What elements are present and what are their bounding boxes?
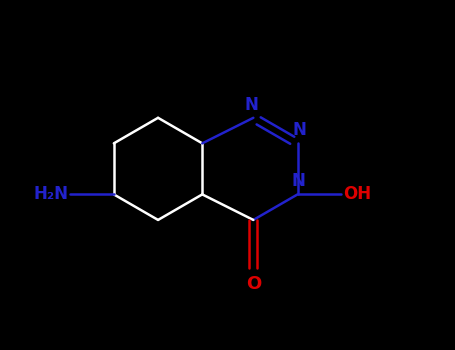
Text: N: N [293, 121, 307, 139]
Text: N: N [244, 96, 258, 114]
Text: N: N [292, 172, 305, 190]
Text: H₂N: H₂N [33, 186, 68, 203]
Text: OH: OH [343, 186, 371, 203]
Text: O: O [246, 274, 261, 293]
